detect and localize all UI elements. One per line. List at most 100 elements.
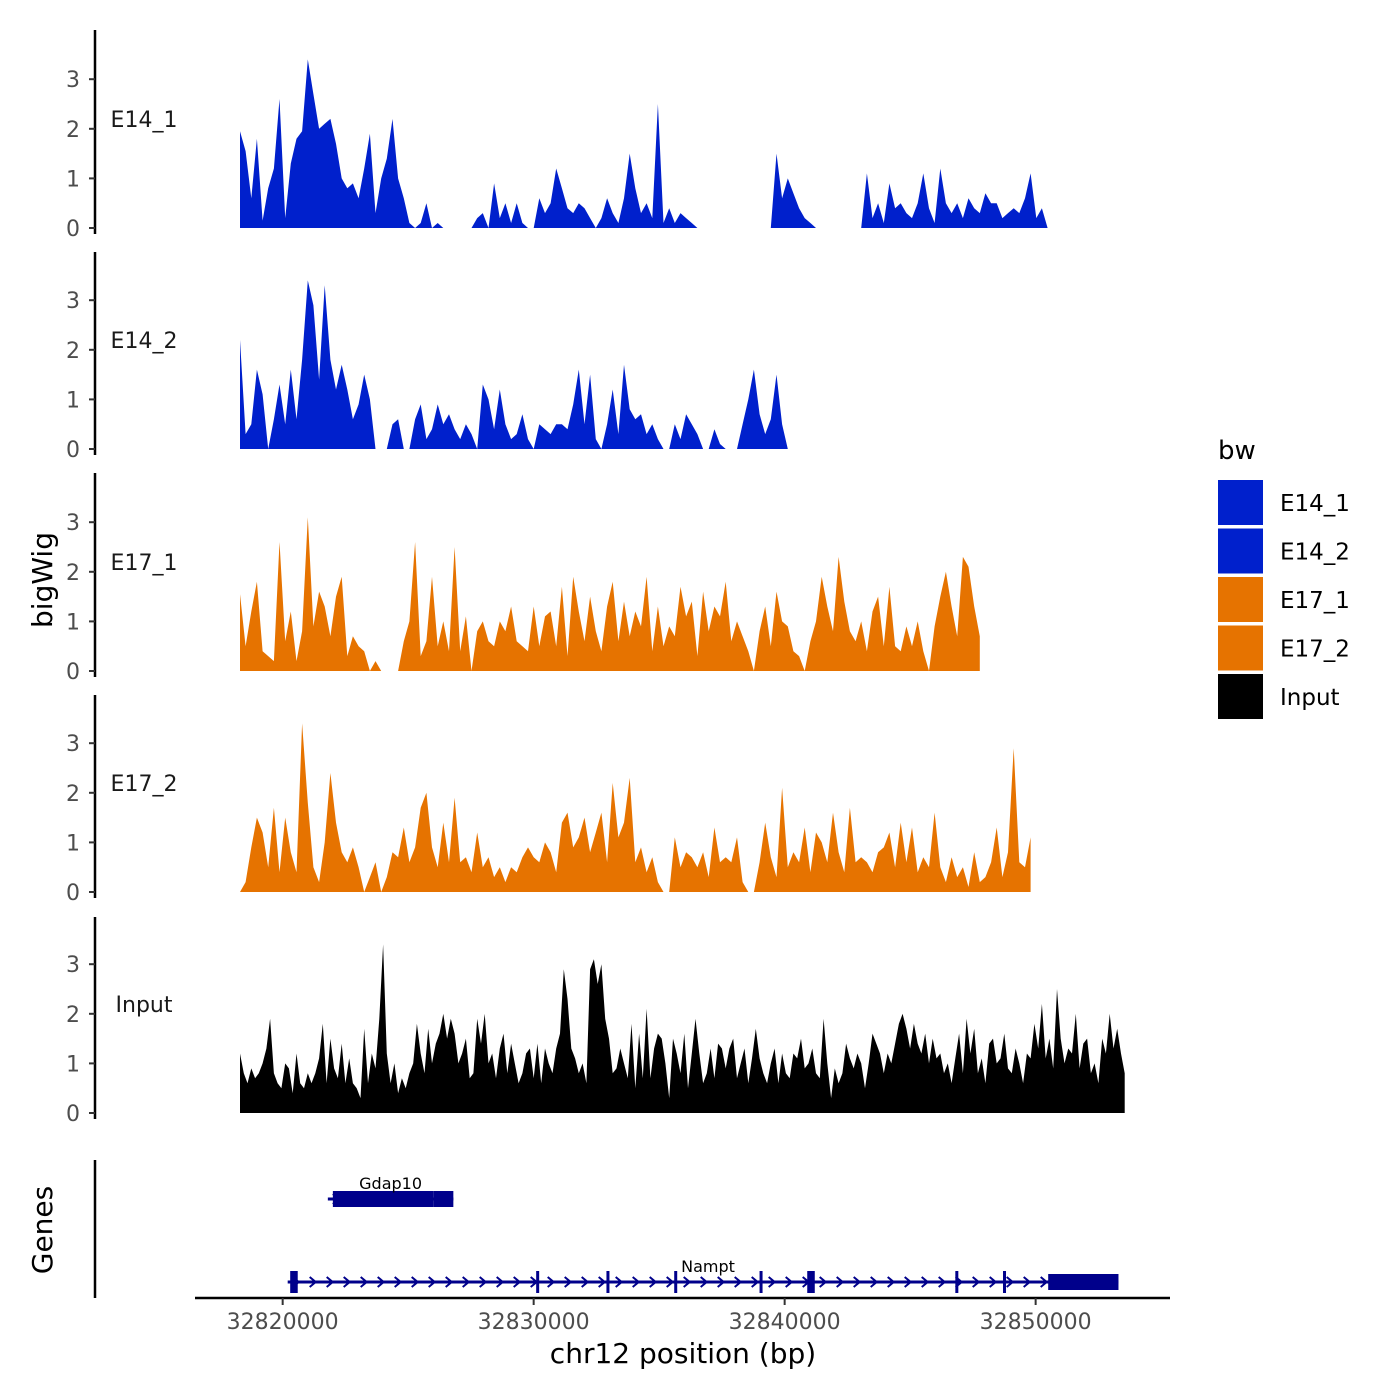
legend-swatch-E17_1 — [1218, 577, 1263, 622]
strand-arrow — [921, 1276, 930, 1288]
track-label: E17_1 — [111, 551, 178, 576]
strand-arrow — [411, 1276, 420, 1288]
track-area-E14_2 — [240, 280, 1121, 449]
exon — [536, 1271, 540, 1293]
gene-label: Nampt — [681, 1257, 735, 1276]
track-label: Input — [116, 993, 173, 1018]
x-tick-label: 32840000 — [729, 1310, 841, 1335]
strand-arrow — [496, 1276, 505, 1288]
strand-arrow — [377, 1276, 386, 1288]
legend-swatch-Input — [1218, 674, 1263, 719]
legend-label: E14_1 — [1280, 491, 1350, 517]
track-area-E17_2 — [240, 723, 1031, 892]
strand-arrow — [394, 1276, 403, 1288]
strand-arrow — [734, 1276, 743, 1288]
gene-Gdap10: Gdap10 — [327, 1174, 454, 1207]
strand-arrow — [1006, 1276, 1015, 1288]
y-axis-title: bigWig — [26, 532, 59, 628]
gene-label: Gdap10 — [359, 1174, 422, 1193]
strand-arrow — [683, 1276, 692, 1288]
track-label: E14_1 — [111, 108, 178, 133]
exon — [674, 1271, 678, 1293]
strand-arrow — [717, 1276, 726, 1288]
y-tick-label: 0 — [66, 438, 80, 463]
strand-arrow — [564, 1276, 573, 1288]
exon — [332, 1191, 434, 1207]
strand-arrow — [666, 1276, 675, 1288]
legend-swatch-E14_1 — [1218, 480, 1263, 525]
strand-arrow — [972, 1276, 981, 1288]
strand-arrow — [360, 1276, 369, 1288]
strand-arrow — [632, 1276, 641, 1288]
exon — [1048, 1274, 1119, 1290]
track-E17_2: 0 1 2 3 E17_2 — [66, 695, 1031, 906]
exon — [290, 1271, 298, 1293]
y-tick-label: 0 — [66, 881, 80, 906]
x-axis-title: chr12 position (bp) — [550, 1337, 816, 1370]
strand-arrow — [853, 1276, 862, 1288]
strand-arrow — [428, 1276, 437, 1288]
x-axis: 32820000 32830000 32840000 32850000 — [195, 1296, 1170, 1335]
strand-arrow — [649, 1276, 658, 1288]
y-tick-label: 2 — [66, 1003, 80, 1028]
exon — [807, 1271, 815, 1293]
strand-arrow — [462, 1276, 471, 1288]
y-tick-label: 3 — [66, 953, 80, 978]
y-tick-label: 3 — [66, 732, 80, 757]
y-tick-label: 1 — [66, 388, 80, 413]
strand-arrow — [1023, 1276, 1032, 1288]
y-tick-label: 1 — [66, 167, 80, 192]
legend-label: E17_1 — [1280, 588, 1350, 614]
legend-swatch-E17_2 — [1218, 625, 1263, 671]
gene-Nampt: Nampt — [287, 1257, 1119, 1293]
x-tick-label: 32830000 — [478, 1310, 590, 1335]
y-tick-label: 1 — [66, 831, 80, 856]
x-tick-label: 32850000 — [980, 1310, 1092, 1335]
tracks-group: 0 1 2 3 E14_1 0 1 2 3 E14_2 0 1 2 3 E17_1 0 1 2 3 E17_2 0 1 2 3… — [66, 30, 1125, 1127]
y-tick-label: 1 — [66, 1052, 80, 1077]
y-tick-label: 0 — [66, 217, 80, 242]
y-tick-label: 2 — [66, 118, 80, 143]
exon — [606, 1271, 610, 1293]
strand-arrow — [768, 1276, 777, 1288]
track-label: E14_2 — [111, 329, 178, 354]
legend-label: E17_2 — [1280, 637, 1350, 663]
strand-arrow — [904, 1276, 913, 1288]
legend-label: E14_2 — [1280, 540, 1350, 566]
strand-arrow — [547, 1276, 556, 1288]
strand-arrow — [751, 1276, 760, 1288]
legend-label: Input — [1280, 685, 1340, 711]
track-area-E14_1 — [240, 59, 1121, 229]
strand-arrow — [343, 1276, 352, 1288]
track-Input: 0 1 2 3 Input — [66, 917, 1125, 1127]
track-label: E17_2 — [111, 772, 178, 797]
strand-arrow — [870, 1276, 879, 1288]
strand-arrow — [819, 1276, 828, 1288]
track-area-Input — [240, 944, 1125, 1113]
legend: bw E14_1 E14_2 E17_1 E17_2 Input — [1218, 436, 1350, 719]
y-tick-label: 2 — [66, 339, 80, 364]
y-tick-label: 0 — [66, 660, 80, 685]
track-E14_2: 0 1 2 3 E14_2 — [66, 252, 1121, 463]
exon — [759, 1271, 763, 1293]
legend-swatch-E14_2 — [1218, 528, 1263, 574]
y-tick-label: 3 — [66, 68, 80, 93]
genes-axis-title: Genes — [26, 1186, 59, 1274]
strand-arrow — [836, 1276, 845, 1288]
y-tick-label: 2 — [66, 561, 80, 586]
strand-arrow — [479, 1276, 488, 1288]
strand-arrow — [445, 1276, 454, 1288]
genes-group: Gdap10 Nampt — [93, 1160, 1119, 1298]
strand-arrow — [785, 1276, 794, 1288]
strand-arrow — [938, 1276, 947, 1288]
strand-arrow — [598, 1276, 607, 1288]
track-E14_1: 0 1 2 3 E14_1 — [66, 30, 1121, 242]
strand-arrow — [615, 1276, 624, 1288]
x-tick-label: 32820000 — [227, 1310, 339, 1335]
exon — [433, 1191, 454, 1207]
y-tick-label: 1 — [66, 610, 80, 635]
strand-arrow — [700, 1276, 709, 1288]
strand-arrow — [581, 1276, 590, 1288]
exon — [955, 1271, 959, 1293]
